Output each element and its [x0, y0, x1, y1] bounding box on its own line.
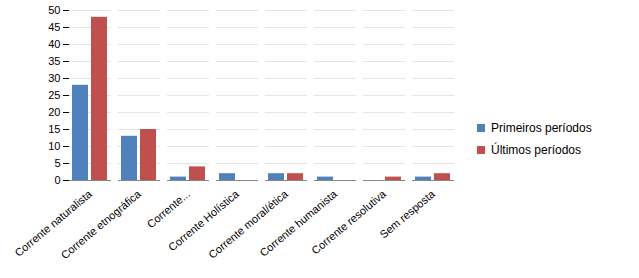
svg-text:Corrente naturalista: Corrente naturalista	[12, 187, 94, 259]
html-text:Últimos períodos: Últimos períodos	[491, 143, 581, 157]
svg-text:10: 10	[48, 140, 60, 152]
svg-text:30: 30	[48, 72, 60, 84]
svg-text:20: 20	[48, 106, 60, 118]
svg-text:Corrente etnográfica: Corrente etnográfica	[59, 187, 144, 261]
svg-text:35: 35	[48, 55, 60, 67]
svg-text:45: 45	[48, 21, 60, 33]
svg-text:Corrente Holística: Corrente Holística	[165, 187, 241, 254]
svg-text:40: 40	[48, 38, 60, 50]
svg-text:5: 5	[54, 157, 60, 169]
svg-text:0: 0	[54, 174, 60, 186]
svg-text:50: 50	[48, 4, 60, 16]
svg-text:Corrente resolutiva: Corrente resolutiva	[309, 187, 389, 256]
svg-text:Corrente...: Corrente...	[145, 188, 193, 231]
svg-text:Corrente humanista: Corrente humanista	[257, 187, 339, 259]
svg-text:25: 25	[48, 89, 60, 101]
html-text:Primeiros períodos: Primeiros períodos	[491, 121, 592, 135]
svg-text:Sem resposta: Sem resposta	[377, 187, 437, 240]
svg-text:15: 15	[48, 123, 60, 135]
svg-text:Corrente moral/ética: Corrente moral/ética	[206, 187, 291, 261]
